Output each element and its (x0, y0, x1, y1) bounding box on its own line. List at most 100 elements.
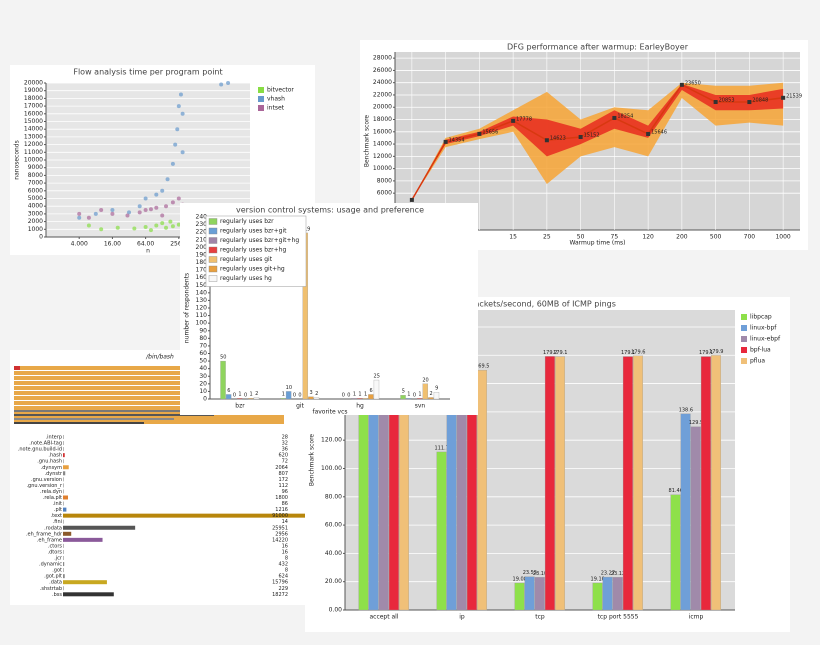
legend-label: intset (267, 105, 285, 112)
value-label: 6 (227, 388, 230, 394)
point (160, 213, 165, 218)
point (170, 161, 175, 166)
legend-label: regularly uses git (220, 256, 273, 263)
y-tick-label: 80.00 (325, 493, 342, 500)
point (154, 192, 159, 197)
x-tick-label: 16.00 (104, 241, 121, 248)
legend-label: regularly uses hg (220, 275, 272, 282)
section-label: .fini (53, 519, 62, 525)
value-label: 23.55 (523, 570, 537, 576)
y-tick-label: 30 (199, 373, 207, 380)
point (164, 225, 169, 230)
y-tick-label: 13000 (24, 133, 43, 140)
bar (63, 471, 66, 476)
x-tick-label: git (296, 403, 304, 410)
y-tick-label: 15000 (24, 118, 43, 125)
section-label: .rela.plt (43, 495, 62, 501)
section-label: .plt (54, 507, 62, 513)
bar (63, 586, 64, 591)
point (168, 219, 173, 224)
y-tick-label: 60.00 (325, 522, 342, 529)
bar (63, 435, 64, 439)
y-tick-label: 20000 (24, 80, 43, 87)
y-tick-label: 180 (196, 259, 208, 266)
legend-label: regularly uses bzr+hg (220, 247, 286, 254)
marker (747, 100, 752, 105)
x-axis-label: Warmup time (ms) (569, 240, 625, 247)
value-label: 8 (285, 556, 288, 562)
y-axis-label: nanoseconds (14, 140, 21, 179)
y-tick-label: 40 (199, 365, 207, 372)
legend-label: vhash (267, 96, 285, 103)
y-tick-label: 170 (196, 267, 208, 274)
chart-title: DFG performance after warmup: EarleyBoye… (507, 43, 689, 52)
value-label: 2 (315, 391, 318, 397)
y-tick-label: 0.00 (329, 607, 343, 614)
y-axis-label: Benchmark score (309, 434, 316, 487)
value-label: 1 (407, 392, 410, 398)
section-label: .bss (52, 592, 62, 598)
bar (700, 356, 711, 611)
legend-swatch (208, 256, 218, 263)
bar (63, 483, 64, 488)
point (178, 92, 183, 97)
y-tick-label: 14000 (373, 141, 392, 148)
value-label: 179.1 (553, 350, 567, 356)
bar (63, 501, 64, 506)
value-label: 112 (278, 483, 288, 489)
band (411, 82, 784, 200)
legend-label: linux-bpf (750, 325, 777, 332)
value-label: 2 (255, 391, 258, 397)
bar (428, 397, 434, 400)
value-label: 111.7 (435, 445, 449, 451)
bar (313, 397, 320, 400)
legend-label: regularly uses git+hg (220, 266, 285, 273)
bar (63, 495, 69, 500)
value-label: 86 (282, 501, 288, 507)
value-label: 8 (285, 568, 288, 574)
x-tick-label: ip (459, 614, 465, 621)
bar (433, 392, 440, 400)
bar (285, 391, 292, 400)
legend-label: bpf-lua (750, 347, 771, 354)
value-label: 23650 (685, 80, 701, 86)
x-tick-label: 4.000 (71, 241, 88, 248)
value-label: 15152 (584, 132, 600, 138)
value-label: 179.2 (543, 350, 557, 356)
y-tick-label: 230 (196, 221, 208, 228)
marker (781, 95, 786, 100)
point (160, 221, 165, 226)
y-tick-label: 120 (196, 305, 208, 312)
bar (368, 394, 374, 400)
bar (63, 453, 65, 458)
point (86, 223, 91, 228)
bar (534, 577, 545, 611)
legend-label: libpcap (750, 314, 772, 321)
value-label: 432 (278, 562, 288, 568)
value-label: 14623 (550, 136, 566, 142)
bar (373, 379, 380, 400)
legend-swatch (741, 347, 747, 353)
point (219, 82, 224, 87)
value-label: 229 (278, 586, 288, 592)
value-label: 807 (278, 471, 288, 477)
bar (237, 398, 243, 400)
legend-swatch (208, 265, 218, 273)
section-label: .gnu.hash (37, 459, 62, 465)
bar (63, 531, 72, 536)
value-label: 16 (282, 543, 288, 549)
value-label: 179.9 (709, 349, 723, 355)
point (226, 81, 231, 85)
point (173, 142, 178, 147)
x-tick-label: accept all (369, 614, 398, 621)
value-label: 2064 (275, 465, 288, 471)
y-tick-label: 130 (196, 297, 208, 304)
y-tick-label: 2000 (28, 218, 43, 225)
point (86, 215, 91, 220)
legend-swatch (258, 96, 264, 102)
value-label: 179.6 (631, 349, 645, 355)
legend-swatch (741, 336, 747, 342)
value-label: 32 (282, 441, 288, 447)
x-tick-label: 50 (577, 234, 585, 241)
value-label: 169.5 (475, 364, 489, 370)
